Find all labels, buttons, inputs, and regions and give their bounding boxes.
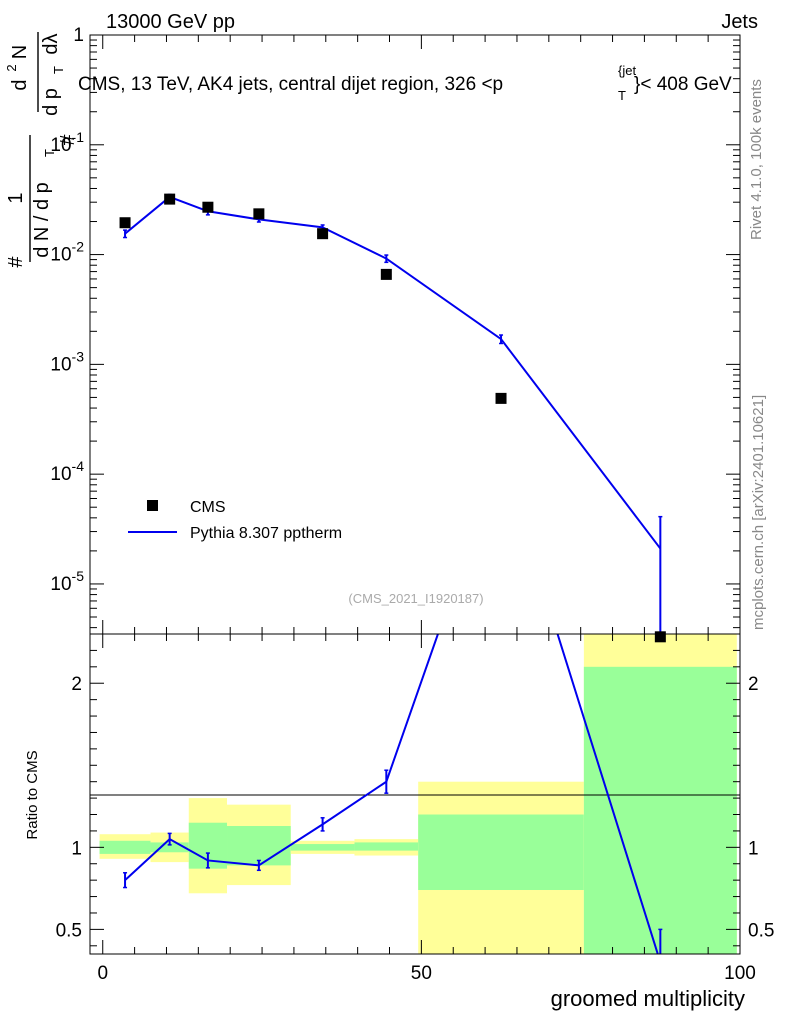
y-tick-label: 10-5 <box>50 568 84 595</box>
y-tick-base: 10 <box>50 574 71 595</box>
ratio-bands <box>99 634 737 954</box>
ratio-y-tick-label-right: 2 <box>748 674 759 695</box>
ratio-y-tick-label: 1 <box>71 838 82 859</box>
ratio-band-green <box>418 814 584 890</box>
ylabel-hash-bottom: # <box>5 256 27 268</box>
y-tick-label: 10-2 <box>50 239 84 266</box>
main-panel-frame <box>89 34 741 635</box>
mcplots-label: mcplots.cern.ch [arXiv:2401.10621] <box>750 395 767 630</box>
ratio-y-tick-label-right: 0.5 <box>748 920 774 941</box>
x-tick-label: 100 <box>724 963 756 984</box>
y-tick-label: 10-1 <box>50 129 84 156</box>
y-tick-base: 10 <box>50 135 71 156</box>
ratio-band-green <box>99 840 151 854</box>
ylabel-denominator-sub: T <box>42 149 57 157</box>
y-tick-exponent: -3 <box>72 348 85 364</box>
ylabel-hash-top: # <box>57 134 79 146</box>
chart-title-sup: {jet <box>618 63 636 78</box>
ylabel-one: 1 <box>5 192 27 203</box>
chart-title-sub: T <box>618 88 626 103</box>
main-curve-group <box>123 193 663 634</box>
cms-data-point <box>380 268 392 280</box>
ratio-band-green <box>290 844 355 851</box>
analysis-id: (CMS_2021_I1920187) <box>348 591 483 606</box>
cms-data-point <box>317 228 329 240</box>
cms-markers-group <box>119 193 666 643</box>
ratio-y-tick-label-right: 1 <box>748 838 759 859</box>
header-category: Jets <box>721 11 758 33</box>
legend: CMS Pythia 8.307 pptherm <box>128 499 342 542</box>
y-tick-label: 1 <box>73 25 84 46</box>
ratio-y-tick-label: 2 <box>71 674 82 695</box>
ratio-y-tick-label: 0.5 <box>56 920 82 941</box>
header-energy: 13000 GeV pp <box>106 11 235 33</box>
cms-data-point <box>119 217 131 229</box>
y-tick-base: 10 <box>50 245 71 266</box>
ylabel-denominator: d N / d p <box>31 182 53 258</box>
cms-data-point <box>164 193 176 205</box>
chart-title-close: }< 408 GeV <box>634 74 732 95</box>
ylabel-numerator-sup: 2 <box>4 64 19 71</box>
y-tick-exponent: -4 <box>72 458 85 474</box>
ratio-band-green <box>583 666 737 954</box>
x-tick-label: 50 <box>411 963 432 984</box>
ylabel-rhs-sub: T <box>51 66 66 74</box>
x-tick-label: 0 <box>97 963 108 984</box>
chart-title-main: CMS, 13 TeV, AK4 jets, central dijet reg… <box>78 74 503 95</box>
y-tick-label: 10-3 <box>50 348 84 375</box>
pythia-line <box>124 195 662 550</box>
ylabel-numerator: d <box>9 79 31 90</box>
ratio-panel-frame <box>89 633 741 955</box>
ylabel-lambda: dλ <box>40 33 62 54</box>
y-tick-exponent: -5 <box>72 568 85 584</box>
ylabel-rhs: d p <box>40 88 62 116</box>
ratio-band-green <box>227 826 291 866</box>
chart-title: CMS, 13 TeV, AK4 jets, central dijet reg… <box>78 74 503 95</box>
main-ylabel: # # 1 d N / d p T d 2 N d p T dλ <box>4 32 79 268</box>
rivet-label: Rivet 4.1.0, 100k events <box>748 79 765 240</box>
y-tick-base: 10 <box>50 354 71 375</box>
legend-cms-marker <box>147 500 158 511</box>
y-tick-label: 10-4 <box>50 458 84 485</box>
legend-cms-label: CMS <box>190 499 226 516</box>
cms-data-point <box>495 392 507 404</box>
ratio-ylabel: Ratio to CMS <box>24 750 41 839</box>
ratio-line <box>124 634 659 954</box>
ratio-band-green <box>354 842 419 851</box>
x-axis-label: groomed multiplicity <box>551 986 745 1011</box>
cms-data-point <box>253 208 265 220</box>
ratio-band-green <box>150 842 189 853</box>
legend-pythia-label: Pythia 8.307 pptherm <box>190 525 342 542</box>
y-tick-base: 10 <box>50 464 71 485</box>
ylabel-numerator-N: N <box>9 45 31 59</box>
y-tick-exponent: -2 <box>72 239 85 255</box>
cms-data-point <box>654 631 666 643</box>
ylabel-numerator-d: d <box>9 79 31 90</box>
cms-data-point <box>202 201 214 213</box>
y-tick-exponent: -1 <box>72 129 85 145</box>
ratio-curve-group <box>123 634 663 954</box>
